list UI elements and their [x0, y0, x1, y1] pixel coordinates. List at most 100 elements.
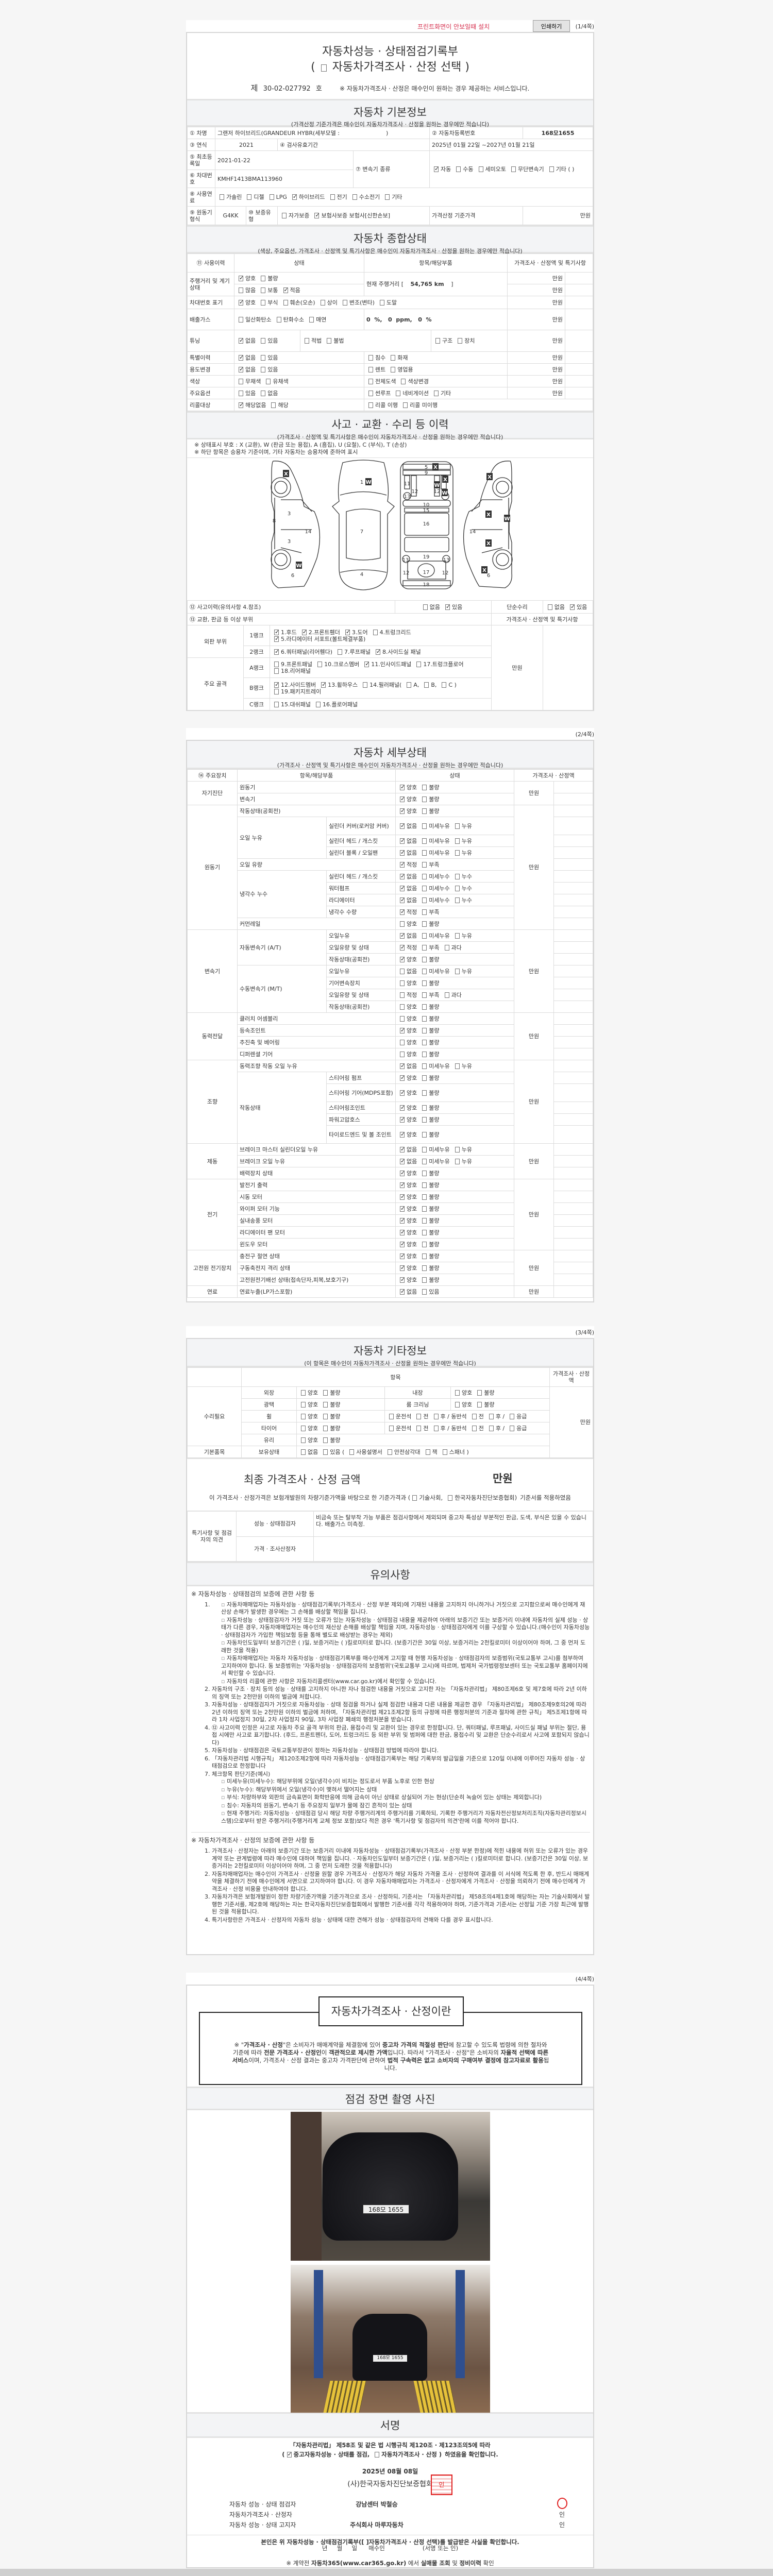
detail-row: 실린더 블록 / 오일팬 없음 미세누유 누유 [188, 846, 593, 859]
option-label: 있음 ( [330, 1448, 345, 1455]
option: 양호 [398, 1131, 417, 1138]
checkbox-icon [305, 338, 309, 344]
option: A, [405, 682, 419, 688]
option: 15.대쉬패널 [272, 701, 311, 708]
option-label: 운전석 [396, 1425, 412, 1432]
state-options: 적정 부족 [395, 906, 514, 918]
checkbox-icon [422, 850, 427, 856]
emission-options: 일산화탄소 탄화수소 매연 [234, 309, 364, 330]
option-label: 미세누유 [429, 1146, 450, 1153]
option-label: 미세누유 [429, 1062, 450, 1070]
year-value: 2021 [215, 139, 278, 151]
detail-row: 워터펌프 없음 미세누수 누수 [188, 882, 593, 894]
detail-row: 스티어링 기어(MDPS포함) 양호 불량 [188, 1083, 593, 1102]
option-label: 없음 [407, 1288, 417, 1295]
option-label: 있음 [267, 366, 278, 373]
state-options: 양호 불량 [395, 1048, 514, 1060]
checkbox-icon [379, 299, 384, 306]
checkbox-icon [444, 944, 449, 951]
signer-role: 자동차가격조사 · 산정자 [229, 2511, 292, 2518]
statement-pre: 이 가격조사 · 산정가격은 보험개발원의 차량기준가액을 바탕으로 한 기준가… [209, 1494, 411, 1501]
option: 양호 [398, 980, 417, 987]
page-4-box: 자동차가격조사 · 산정이란 ※ "가격조사 · 산정"은 소비자가 매매계약을… [186, 1985, 594, 2568]
checkbox-icon [387, 1449, 392, 1455]
engine-value: G4KK [215, 206, 246, 225]
checkbox-icon [455, 873, 460, 879]
horizontal-scrollbar[interactable] [0, 2569, 773, 2576]
appraiser-opinion [313, 1536, 593, 1562]
exterior-options: 양호 불량 [296, 1386, 385, 1399]
option: 6.쿼터패널(리어휀다) [272, 648, 332, 655]
option: 양호 [398, 1264, 417, 1272]
option: 양호 [398, 1193, 417, 1200]
checked-checkbox-icon [400, 784, 405, 790]
device-group-label: 고전원 전기장치 [187, 1250, 238, 1286]
option-label: 4.트렁크리드 [379, 629, 411, 636]
option-state: 있음 없음 [234, 387, 364, 399]
option-label: 상이 [327, 299, 338, 306]
checkbox-icon [455, 838, 460, 844]
mark-code: W [296, 563, 301, 569]
option-label: 주요옵션 [187, 387, 234, 399]
option-label: 없음 [407, 1158, 417, 1165]
print-notice-link[interactable]: 프린트화면이 안보일때 설치 [417, 23, 490, 30]
option-label: 기술사회, [419, 1494, 443, 1501]
mark-code: X [482, 568, 486, 573]
signer-row: 자동차가격조사 · 산정자 인 [187, 2510, 593, 2520]
left-rear-wheel [271, 549, 291, 570]
option-label: 없음 [407, 1146, 417, 1153]
option-label: 불량 [429, 1241, 440, 1248]
checkbox-icon [422, 1194, 427, 1200]
item-label: 추진축 및 베어링 [237, 1036, 396, 1048]
sub-item-label: 작동상태(공회전) [326, 1001, 396, 1013]
option: 양호 [299, 1437, 318, 1444]
option: 누유 [453, 968, 472, 975]
checkbox-icon [455, 1389, 460, 1396]
option: 불량 [321, 1389, 341, 1396]
price-note [553, 1012, 593, 1025]
main-frame-label: 주요 골격 [187, 657, 244, 710]
option: 누유 [453, 1158, 472, 1165]
rank-options: 6.쿼터패널(리어휀다) 7.루프패널 8.사이드실 패널 [269, 646, 492, 658]
checkbox-icon [338, 649, 343, 655]
item-label: 커먼레일 [237, 918, 396, 930]
checkbox-icon [425, 1449, 430, 1455]
checkbox-icon [400, 992, 405, 998]
damage-mark-x: X [485, 511, 492, 518]
inspection-label: ④ 검사유효기간 [277, 139, 430, 151]
option-label: 불량 [429, 1027, 440, 1034]
text-segment: 객관적으로 제시한 가액 [328, 2049, 388, 2056]
print-button[interactable]: 인쇄하기 [533, 20, 570, 32]
checkbox-icon [368, 402, 373, 408]
option-label: 수소전기 [359, 194, 380, 200]
option-label: 있음 [267, 354, 278, 361]
item-label: 변속기 [237, 793, 396, 805]
note-text: 체크항목 판단기준(예시) [212, 1770, 271, 1777]
item-label: 구동축전지 격리 상태 [237, 1262, 396, 1274]
part-number-label: 7 [360, 529, 363, 535]
checkbox-icon [323, 1401, 328, 1408]
price-note [553, 1113, 593, 1126]
checked-checkbox-icon [400, 1131, 405, 1138]
price-note [553, 870, 593, 883]
option: 탄화수소 [275, 316, 304, 323]
first-reg-label: ⑤ 최초등록일 [187, 150, 215, 170]
text-segment: 입니다. 따라서 "가격조사 · 산정"은 소비자의 [387, 2049, 501, 2056]
page-1-box: 자동차성능 · 상태점검기록부 ( 자동차가격조사 · 산정 선택 ) 제 30… [186, 32, 594, 711]
option-label: 미세누유 [429, 822, 450, 829]
note-item: 특기사항란은 가격조사 · 산정자의 자동차 성능 · 상태에 대한 견해가 성… [212, 1917, 590, 1924]
overall-status-table: ⑪ 사용이력 상태 항목/해당부품 가격조사 · 산정액 및 특기사항 주행거리… [187, 253, 593, 411]
price-unit: 만원 [507, 363, 565, 376]
about-text: ※ "가격조사 · 산정"은 소비자가 매매계약을 체결함에 있어 중고차 가격… [231, 2041, 550, 2072]
state-options: 없음 미세누유 누유 [395, 817, 514, 835]
checkbox-icon [422, 861, 427, 868]
checkbox-icon [266, 378, 271, 384]
section-note: (이 항목은 매수인이 자동차가격조사 · 산정을 원하는 경우에만 적습니다) [304, 1360, 476, 1367]
checkbox-icon [422, 909, 427, 915]
checked-checkbox-icon [400, 1217, 405, 1224]
option-label: 과다 [451, 944, 462, 951]
checkbox-icon [442, 682, 447, 688]
emission-label: 배출가스 [187, 309, 234, 330]
